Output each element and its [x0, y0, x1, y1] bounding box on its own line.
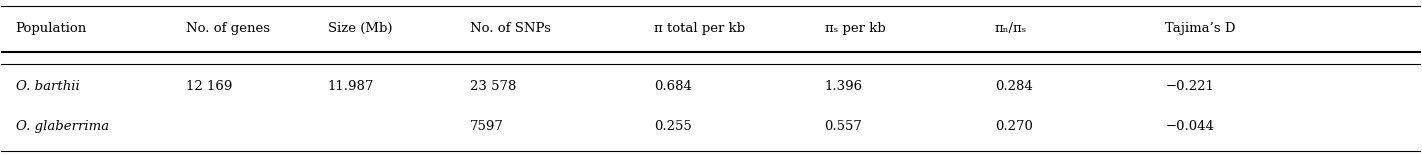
Text: −0.221: −0.221: [1165, 80, 1214, 93]
Text: π total per kb: π total per kb: [654, 22, 745, 35]
Text: 0.270: 0.270: [995, 120, 1032, 133]
Text: Population: Population: [16, 22, 87, 35]
Text: 0.684: 0.684: [654, 80, 693, 93]
Text: 0.284: 0.284: [995, 80, 1032, 93]
Text: 11.987: 11.987: [328, 80, 374, 93]
Text: Tajima’s D: Tajima’s D: [1165, 22, 1236, 35]
Text: No. of genes: No. of genes: [186, 22, 270, 35]
Text: πₛ per kb: πₛ per kb: [825, 22, 886, 35]
Text: O. barthii: O. barthii: [16, 80, 80, 93]
Text: O. glaberrima: O. glaberrima: [16, 120, 108, 133]
Text: 1.396: 1.396: [825, 80, 863, 93]
Text: 12 169: 12 169: [186, 80, 232, 93]
Text: 0.557: 0.557: [825, 120, 862, 133]
Text: 23 578: 23 578: [469, 80, 516, 93]
Text: Size (Mb): Size (Mb): [328, 22, 392, 35]
Text: 7597: 7597: [469, 120, 503, 133]
Text: No. of SNPs: No. of SNPs: [469, 22, 550, 35]
Text: −0.044: −0.044: [1165, 120, 1214, 133]
Text: πₙ/πₛ: πₙ/πₛ: [995, 22, 1027, 35]
Text: 0.255: 0.255: [654, 120, 693, 133]
